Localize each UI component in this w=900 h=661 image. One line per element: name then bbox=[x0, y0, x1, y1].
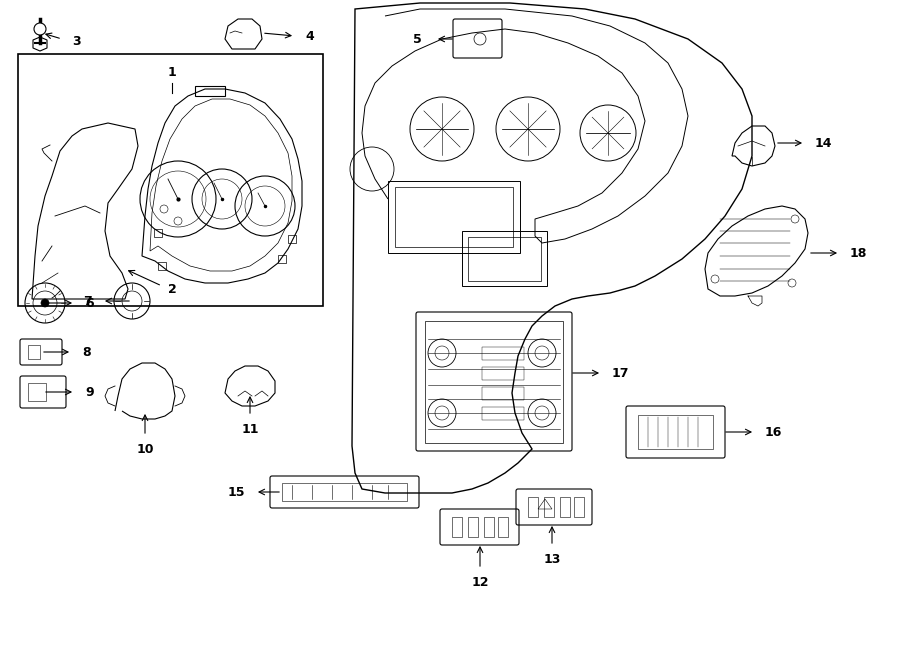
Bar bbox=[395, 187, 513, 247]
Bar bbox=[482, 367, 524, 380]
Bar bbox=[484, 517, 494, 537]
Bar bbox=[452, 517, 462, 537]
Bar bbox=[28, 383, 46, 401]
Bar bbox=[195, 86, 225, 96]
Bar bbox=[462, 231, 547, 286]
Bar bbox=[528, 497, 538, 517]
Text: 17: 17 bbox=[612, 366, 629, 379]
Bar bbox=[560, 497, 570, 517]
Circle shape bbox=[41, 299, 49, 307]
Text: 4: 4 bbox=[305, 30, 314, 42]
Text: 12: 12 bbox=[472, 576, 489, 589]
Bar bbox=[482, 347, 524, 360]
Text: 9: 9 bbox=[85, 385, 94, 399]
Text: 11: 11 bbox=[241, 423, 259, 436]
Bar bbox=[544, 497, 554, 517]
Bar bbox=[158, 262, 166, 270]
Text: 13: 13 bbox=[544, 553, 561, 566]
Text: 6: 6 bbox=[85, 297, 94, 309]
Text: 2: 2 bbox=[167, 282, 176, 295]
Bar bbox=[482, 407, 524, 420]
Text: 5: 5 bbox=[413, 32, 422, 46]
Bar bbox=[574, 497, 584, 517]
Bar bbox=[425, 321, 563, 443]
Text: 8: 8 bbox=[82, 346, 91, 358]
Bar bbox=[638, 415, 713, 449]
Text: 7: 7 bbox=[83, 295, 92, 307]
Text: 3: 3 bbox=[72, 34, 81, 48]
Text: 16: 16 bbox=[765, 426, 782, 438]
Bar bbox=[468, 237, 541, 281]
Text: 18: 18 bbox=[850, 247, 868, 260]
Bar bbox=[28, 345, 40, 359]
Circle shape bbox=[34, 23, 46, 35]
Bar bbox=[468, 517, 478, 537]
Bar bbox=[388, 181, 520, 253]
Bar bbox=[282, 483, 407, 501]
Bar bbox=[154, 229, 162, 237]
Bar bbox=[278, 255, 286, 263]
Text: 15: 15 bbox=[228, 485, 245, 498]
Text: 1: 1 bbox=[167, 66, 176, 79]
Text: 10: 10 bbox=[136, 443, 154, 456]
Bar bbox=[18, 54, 323, 306]
Bar bbox=[498, 517, 508, 537]
Bar bbox=[288, 235, 296, 243]
Bar bbox=[482, 387, 524, 400]
Text: 14: 14 bbox=[815, 137, 832, 149]
